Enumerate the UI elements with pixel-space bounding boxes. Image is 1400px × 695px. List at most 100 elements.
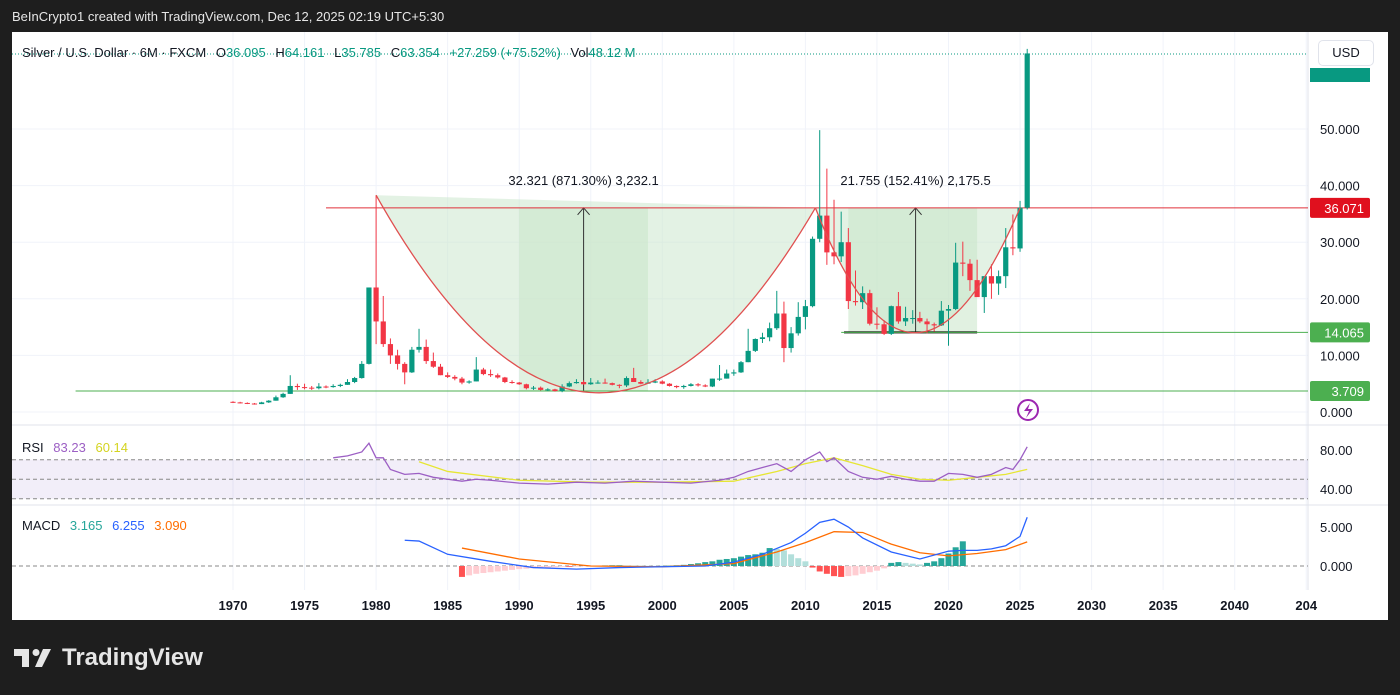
macd-histogram-bar [709, 561, 716, 566]
candle-body [280, 393, 286, 398]
tradingview-logo: TradingView [14, 644, 203, 672]
x-tick-label: 2005 [719, 598, 748, 613]
y-tick-label: 0.000 [1320, 405, 1353, 420]
macd-histogram-bar [702, 562, 709, 566]
candle-body [981, 276, 987, 298]
candle-body [244, 402, 250, 404]
candle-body [287, 385, 293, 394]
candle-body [781, 313, 787, 349]
candle-body [638, 382, 644, 384]
x-tick-label: 1990 [505, 598, 534, 613]
candle-body [487, 374, 494, 376]
open-label: O [215, 45, 226, 60]
candle-body [809, 238, 816, 307]
candle-body [566, 383, 572, 387]
macd-histogram-bar [716, 559, 723, 566]
candle-body [767, 328, 773, 338]
macd-histogram-bar [816, 566, 823, 572]
candle-body [316, 386, 322, 389]
candle-body [852, 301, 859, 303]
candle-body [1024, 53, 1030, 208]
candle-body [266, 400, 272, 403]
macd-histogram-bar [773, 548, 780, 566]
lightning-glyph-icon [1024, 403, 1033, 418]
x-tick-label: 1980 [362, 598, 391, 613]
macd-histogram-bar [501, 566, 508, 571]
macd-histogram-bar [924, 562, 931, 566]
candle-body [502, 377, 508, 383]
macd-histogram-bar [845, 566, 852, 577]
candle-body [774, 313, 780, 329]
chart-credit: BeInCrypto1 created with TradingView.com… [12, 9, 445, 24]
candle-body [480, 369, 487, 375]
price-label-support: 3.709 [1331, 384, 1364, 399]
candle-body [702, 385, 708, 387]
volume-label: Vol [570, 45, 589, 60]
close-value: 63.354 [400, 45, 440, 60]
chart-canvas[interactable]: 1970 1975 1980 1985 1990 1995 2000 2005 2010 2015… [12, 32, 1388, 620]
candle-body [273, 397, 279, 401]
macd-histogram-bar [551, 566, 558, 568]
candle-body [716, 378, 723, 380]
candle-body [802, 306, 808, 317]
macd-histogram-bar [873, 566, 880, 571]
candle-body [1010, 247, 1016, 249]
candle-body [466, 381, 472, 383]
candle-body [580, 382, 587, 385]
candle-body [910, 318, 916, 320]
x-tick-label: 2025 [1006, 598, 1035, 613]
macd-histogram-bar [838, 566, 845, 577]
candle-body [330, 385, 336, 388]
currency-button[interactable]: USD [1318, 40, 1374, 66]
macd-histogram-bar [916, 564, 923, 566]
macd-histogram-bar [888, 562, 895, 566]
candle-body [945, 308, 952, 311]
candle-body [237, 402, 243, 404]
candle-body [294, 385, 300, 388]
x-tick-label: 1995 [576, 598, 605, 613]
candle-body [745, 350, 751, 363]
high-label: H [275, 45, 285, 60]
candle-body [659, 381, 665, 384]
macd-histogram-bar [852, 566, 859, 576]
macd-histogram-bar [494, 566, 501, 572]
macd-histogram-bar [902, 562, 909, 566]
candle-body [337, 384, 343, 386]
symbol-name: Silver / U.S. Dollar · 6M · FXCM [22, 45, 207, 60]
macd-histogram-bar [473, 566, 480, 574]
candle-body [366, 287, 372, 364]
candle-body [681, 385, 687, 388]
candle-body [967, 263, 973, 281]
macd-histogram-bar [802, 561, 809, 566]
candle-body [259, 402, 265, 405]
candle-body [895, 306, 902, 322]
candle-body [845, 242, 851, 302]
candle-body [616, 384, 622, 386]
candle-body [881, 324, 887, 334]
macd-histogram-bar [823, 566, 830, 574]
candle-body [1017, 207, 1023, 249]
candle-body [495, 375, 501, 378]
candle-body [738, 362, 744, 373]
open-value: 36.095 [225, 45, 266, 60]
candle-body [416, 346, 422, 350]
candle-body [573, 382, 580, 384]
candle-body [674, 385, 680, 388]
candle-body [552, 389, 558, 392]
macd-histogram-bar [831, 566, 838, 577]
cup-curve-1 [375, 194, 816, 394]
candle-body [623, 378, 630, 386]
x-tick-label: 204 [1295, 598, 1317, 613]
macd-histogram-bar [766, 548, 773, 566]
macd-histogram-bar [559, 566, 566, 567]
candle-body [759, 337, 766, 339]
y-tick-label: 30.000 [1320, 235, 1360, 250]
candle-body [309, 387, 315, 389]
candle-body [301, 387, 308, 389]
macd-histogram-bar [895, 562, 902, 566]
macd-histogram-bar [745, 555, 752, 566]
chart-panel[interactable]: 1970 1975 1980 1985 1990 1995 2000 2005 2010 2015… [12, 32, 1388, 620]
measure-label: 32.321 (871.30%) 3,232.1 [508, 173, 658, 188]
macd-hist-value: 3.165 [69, 518, 103, 533]
candle-body [588, 382, 594, 385]
